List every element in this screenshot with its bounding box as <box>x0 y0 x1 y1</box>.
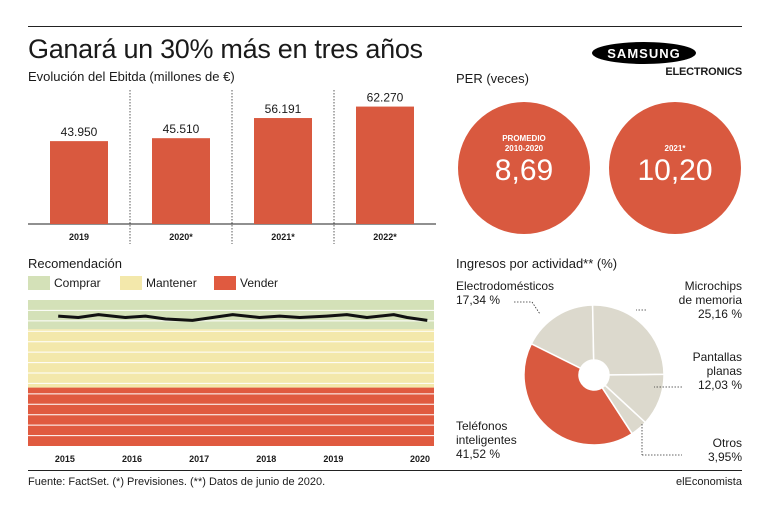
pie-label-electrodomesticos-name: Electrodomésticos <box>456 279 555 293</box>
x-axis-label: 2017 <box>189 454 209 464</box>
pie-label-pantallas: Pantallas planas 12,03 % <box>693 350 742 392</box>
x-axis-label: 2016 <box>122 454 142 464</box>
page-title: Ganará un 30% más en tres años <box>28 34 423 64</box>
legend-comprar: Comprar <box>28 274 101 292</box>
ebitda-bar-chart: 43.950 2019 45.510 2020* 56.191 2021* 62.270 20… <box>28 90 436 244</box>
ingresos-title: Ingresos por actividad** (%) <box>456 256 618 271</box>
legend-label-comprar: Comprar <box>54 276 101 290</box>
pie-label-microchips-name-1: Microchips <box>684 279 742 293</box>
legend-mantener: Mantener <box>120 274 197 292</box>
ebitda-value-label: 56.191 <box>265 102 302 116</box>
legend-swatch-vender <box>214 276 236 290</box>
pie-label-telefonos-value: 41,52 % <box>456 447 501 461</box>
ebitda-category-label: 2020* <box>169 232 193 242</box>
pie-slice <box>523 342 634 446</box>
ebitda-bar <box>356 106 414 224</box>
band-vender <box>28 387 434 446</box>
ingresos-pie-chart <box>514 301 682 456</box>
pie-label-otros-value: 3,95% <box>707 450 742 464</box>
per-circle-2021: 2021* 10,20 <box>609 102 741 234</box>
ebitda-value-label: 43.950 <box>61 125 98 139</box>
ebitda-bar <box>254 118 312 224</box>
x-axis-label: 2015 <box>55 454 75 464</box>
per-title: PER (veces) <box>456 71 529 86</box>
ebitda-bar <box>50 141 108 224</box>
per-circle-average-value: 8,69 <box>494 154 554 187</box>
logo-subtitle: ELECTRONICS <box>665 66 742 78</box>
pie-label-electrodomesticos-value: 17,34 % <box>456 293 501 307</box>
per-circle-average: PROMEDIO 2010-2020 8,69 <box>458 102 590 234</box>
legend-vender: Vender <box>214 274 278 292</box>
footer-brand: elEconomista <box>675 476 742 488</box>
top-rule <box>28 26 742 27</box>
samsung-logo: SAMSUNG ELECTRONICS <box>592 42 742 82</box>
pie-label-microchips: Microchips de memoria 25,16 % <box>679 279 742 321</box>
logo-wordmark: SAMSUNG <box>592 42 696 64</box>
pie-label-pantallas-value: 12,03 % <box>697 378 742 392</box>
ebitda-title: Evolución del Ebitda (millones de €) <box>28 69 235 84</box>
bottom-rule <box>28 470 742 471</box>
pie-slice <box>603 373 665 424</box>
pie-slice <box>591 304 665 376</box>
pie-label-electrodomesticos: Electrodomésticos 17,34 % <box>456 279 554 307</box>
per-circle-average-label-1: PROMEDIO <box>502 134 546 143</box>
ebitda-category-label: 2019 <box>69 232 89 242</box>
pie-label-microchips-name-2: de memoria <box>678 293 742 307</box>
legend-label-vender: Vender <box>240 276 279 290</box>
pie-label-telefonos-name-2: inteligentes <box>456 433 517 447</box>
recommendation-line-chart: 2015 2016 2017 2018 2019 2020 <box>28 300 434 464</box>
recommendation-legend: Comprar Mantener Vender <box>28 274 434 292</box>
pie-label-microchips-value: 25,16 % <box>697 307 742 321</box>
recommendation-title: Recomendación <box>28 256 122 271</box>
legend-swatch-mantener <box>120 276 142 290</box>
pie-label-pantallas-name-1: Pantallas <box>692 350 742 364</box>
x-axis-label: 2019 <box>323 454 343 464</box>
recommendation-line <box>58 313 428 322</box>
pie-label-otros-name: Otros <box>712 436 742 450</box>
ebitda-category-label: 2022* <box>373 232 397 242</box>
ebitda-value-label: 45.510 <box>163 122 200 136</box>
ebitda-value-label: 62.270 <box>367 91 404 105</box>
per-circle-average-label-2: 2010-2020 <box>504 144 544 153</box>
pie-label-telefonos: Teléfonos inteligentes 41,52 % <box>456 419 517 461</box>
legend-swatch-comprar <box>28 276 50 290</box>
per-circle-2021-label: 2021* <box>664 144 686 153</box>
legend-label-mantener: Mantener <box>146 276 197 290</box>
pie-label-otros: Otros 3,95% <box>708 436 742 464</box>
per-circle-2021-value: 10,20 <box>637 154 713 187</box>
pie-label-pantallas-name-2: planas <box>706 364 742 378</box>
ebitda-category-label: 2021* <box>271 232 295 242</box>
x-axis-label: 2018 <box>256 454 276 464</box>
pie-label-telefonos-name-1: Teléfonos <box>456 419 508 433</box>
ebitda-bar <box>152 138 210 224</box>
x-axis-label: 2020 <box>410 454 430 464</box>
pie-slice <box>530 304 595 370</box>
footer-source: Fuente: FactSet. (*) Previsiones. (**) D… <box>28 476 326 488</box>
band-mantener <box>28 329 434 388</box>
